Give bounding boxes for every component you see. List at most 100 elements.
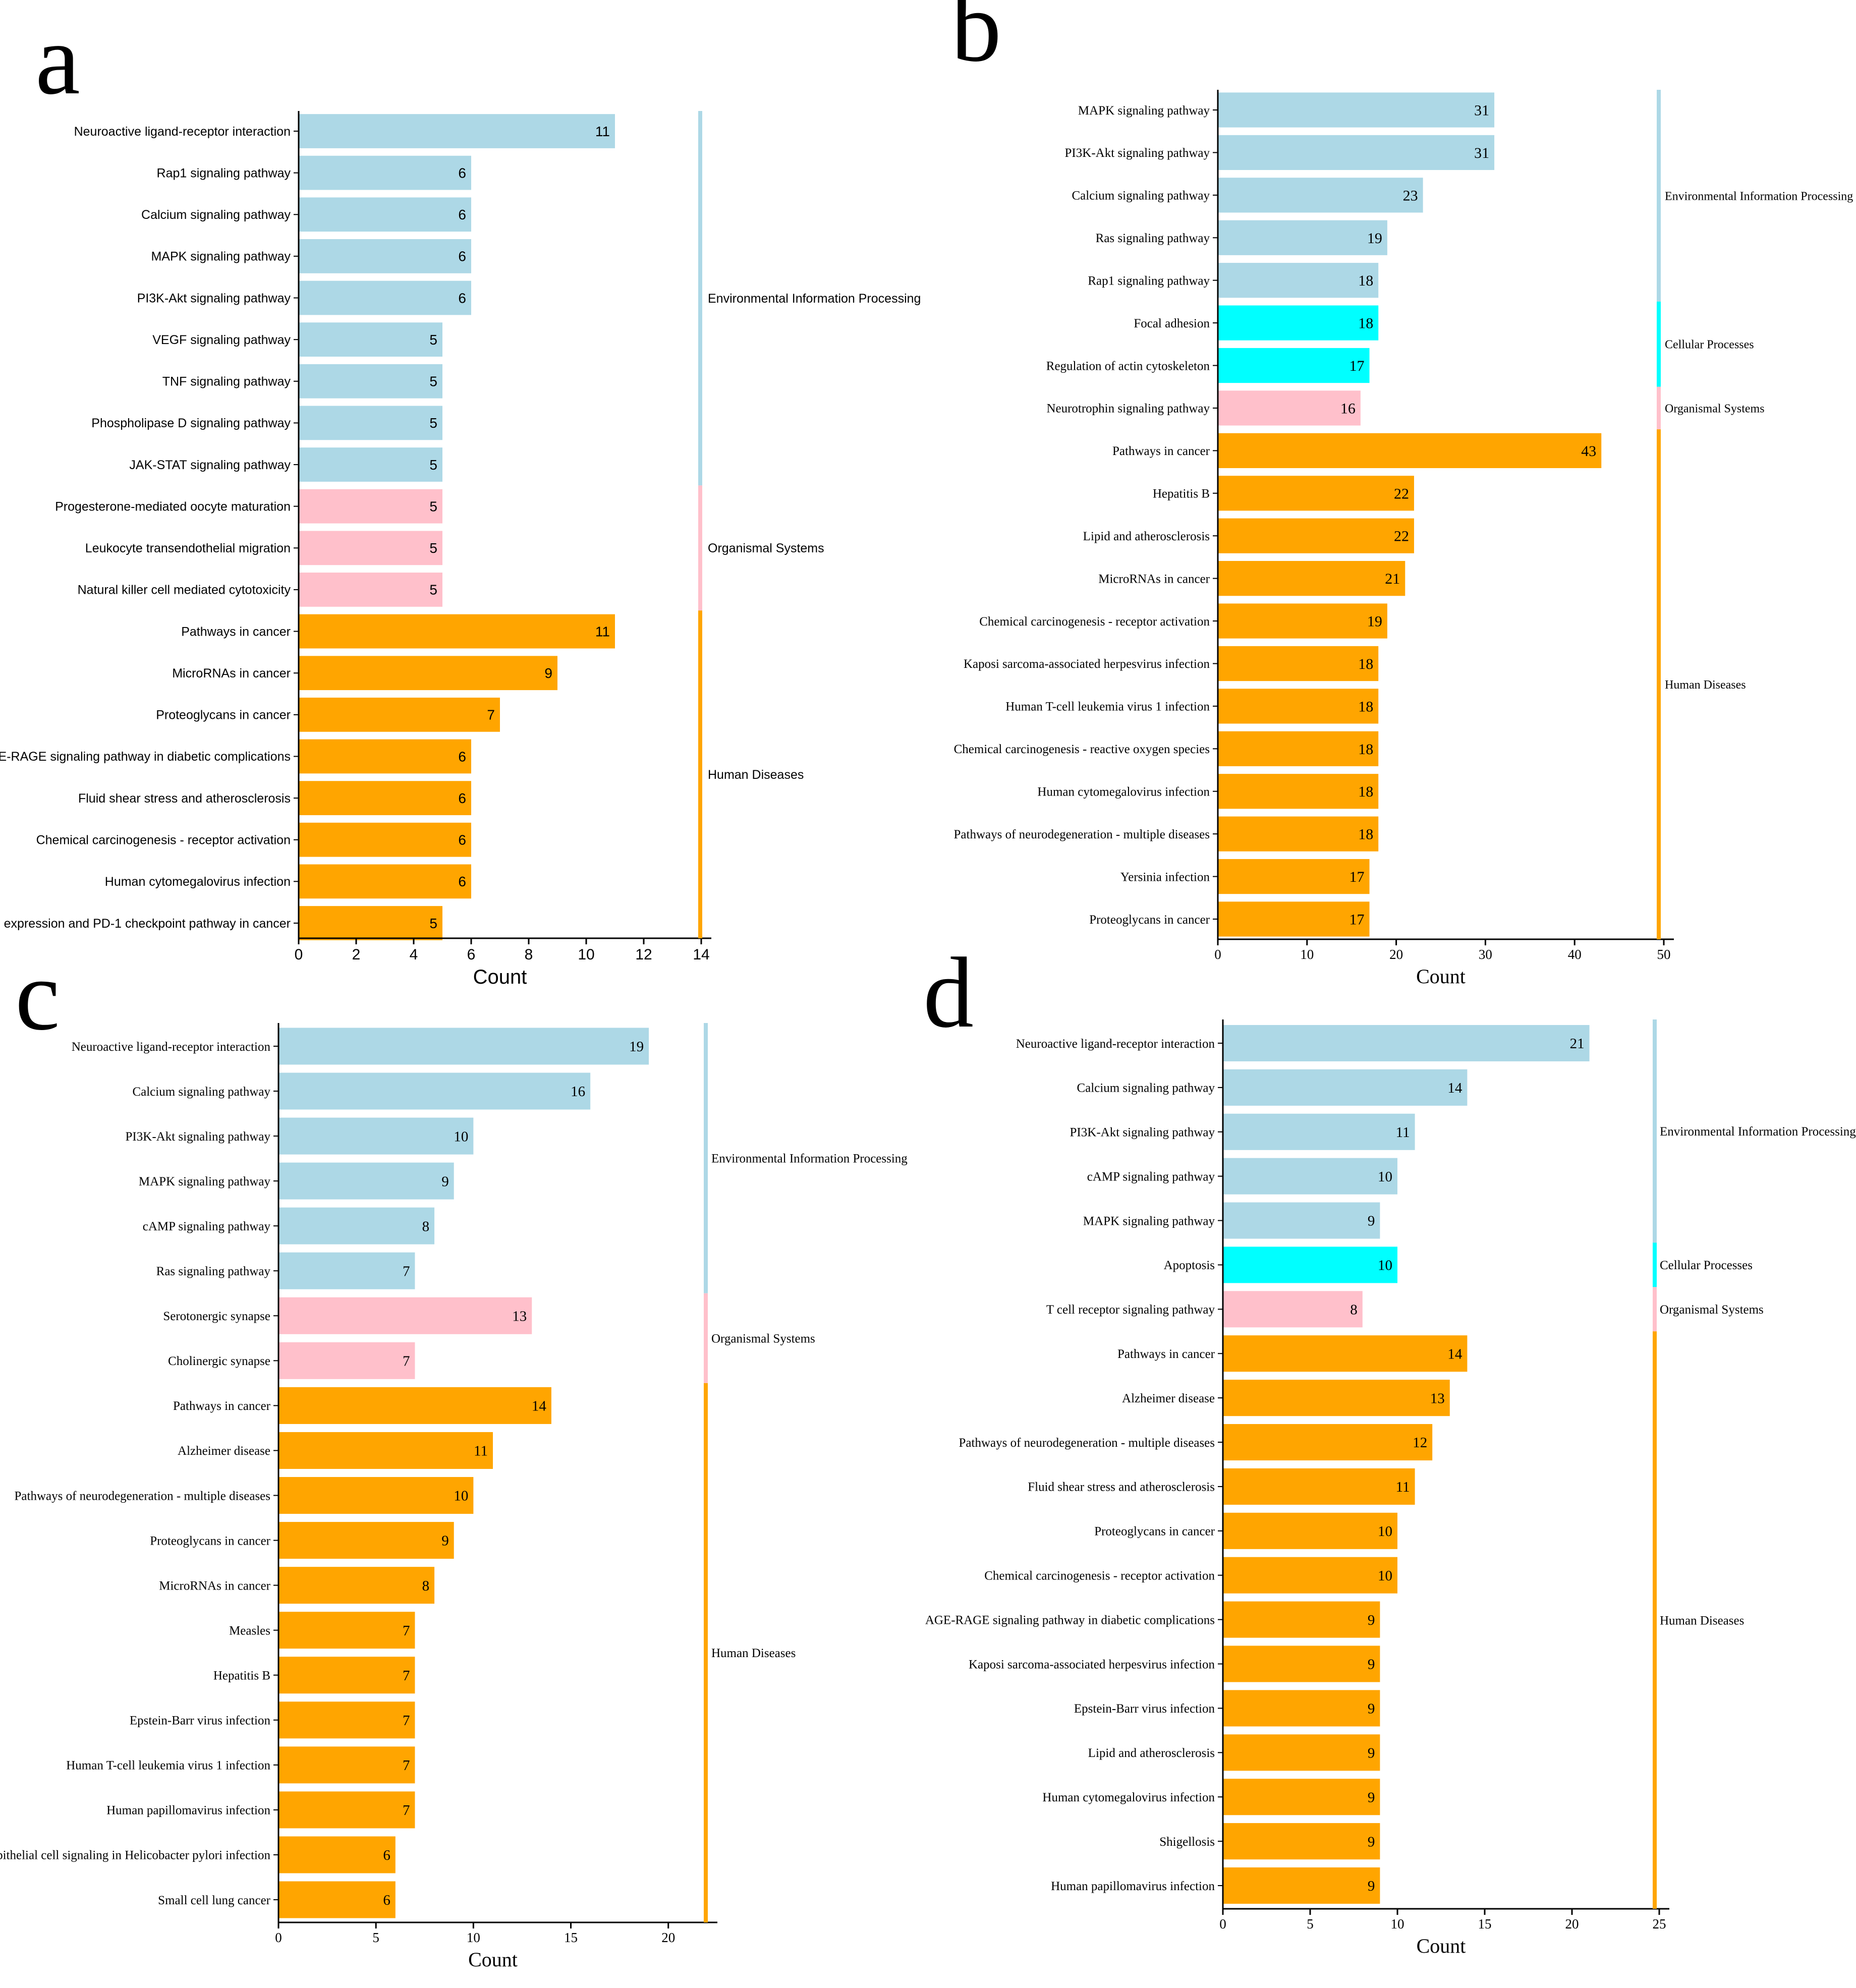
bar <box>299 781 471 815</box>
bar-value-label: 19 <box>1367 230 1382 247</box>
category-label: Fluid shear stress and atherosclerosis <box>1028 1481 1215 1494</box>
bar <box>278 1657 415 1694</box>
category-label: AGE-RAGE signaling pathway in diabetic c… <box>0 750 291 764</box>
category-label: Lipid and atherosclerosis <box>1083 530 1210 543</box>
category-label: Neurotrophin signaling pathway <box>1046 402 1210 416</box>
bar-value-label: 18 <box>1358 826 1373 843</box>
bar <box>1223 1823 1380 1860</box>
category-label: VEGF signaling pathway <box>152 333 291 347</box>
category-label: Apoptosis <box>1164 1259 1215 1272</box>
category-label: Human papillomavirus infection <box>106 1804 270 1817</box>
bar-value-label: 11 <box>1396 1124 1410 1141</box>
category-label: Human cytomegalovirus infection <box>1037 785 1210 799</box>
category-label: T cell receptor signaling pathway <box>1046 1303 1215 1317</box>
bar-value-label: 18 <box>1358 656 1373 672</box>
bar-value-label: 9 <box>1368 1612 1375 1628</box>
bar <box>299 155 471 190</box>
x-tick-label: 15 <box>564 1930 578 1945</box>
group-label: Human Diseases <box>711 1646 796 1660</box>
bar-value-label: 9 <box>1368 1834 1375 1850</box>
panel-d: d 21 Neuroactive ligand-receptor interacti… <box>923 937 1856 1957</box>
bar <box>1223 1557 1397 1594</box>
category-label: MAPK signaling pathway <box>151 250 291 264</box>
bar <box>1218 603 1387 639</box>
category-label: JAK-STAT signaling pathway <box>129 458 291 472</box>
bar-value-label: 7 <box>487 707 495 723</box>
bar <box>1223 1380 1450 1416</box>
category-label: Epstein-Barr virus infection <box>130 1714 271 1728</box>
bar-value-label: 10 <box>454 1128 468 1145</box>
group-strip <box>704 1383 708 1922</box>
x-tick-label: 12 <box>635 946 652 963</box>
category-label: MicroRNAs in cancer <box>159 1579 270 1593</box>
category-label: MAPK signaling pathway <box>139 1175 271 1188</box>
bar <box>299 864 471 899</box>
bar-value-label: 7 <box>403 1623 410 1639</box>
bar <box>1223 1779 1380 1815</box>
bar <box>1218 859 1370 894</box>
bar-value-label: 9 <box>1368 1878 1375 1894</box>
bar-value-label: 8 <box>1350 1302 1358 1318</box>
bar-value-label: 7 <box>403 1802 410 1819</box>
bar <box>1223 1601 1380 1638</box>
bar-value-label: 5 <box>429 498 437 514</box>
bar-value-label: 9 <box>1368 1789 1375 1805</box>
bar-value-label: 5 <box>429 374 437 389</box>
bar <box>299 531 442 565</box>
group-strip <box>1657 386 1661 430</box>
bar-value-label: 7 <box>403 1668 410 1684</box>
x-tick-label: 20 <box>661 1930 675 1945</box>
bar-value-label: 18 <box>1358 272 1373 289</box>
group-label: Organismal Systems <box>1660 1303 1764 1317</box>
bar-value-label: 13 <box>512 1308 527 1324</box>
category-label: Chemical carcinogenesis - reactive oxyge… <box>954 743 1210 756</box>
category-label: Pathways in cancer <box>181 624 291 639</box>
bar <box>1218 348 1370 383</box>
bar <box>278 1252 415 1289</box>
bar <box>299 739 471 774</box>
bar-value-label: 6 <box>458 790 466 806</box>
x-axis-title: Count <box>1416 965 1466 988</box>
bar-value-label: 22 <box>1394 528 1409 545</box>
category-label: Kaposi sarcoma-associated herpesvirus in… <box>969 1658 1215 1671</box>
category-label: Pathways in cancer <box>1117 1347 1215 1361</box>
bar-value-label: 18 <box>1358 741 1373 758</box>
x-tick-label: 30 <box>1479 947 1492 962</box>
category-label: Shigellosis <box>1159 1835 1215 1849</box>
bar-value-label: 10 <box>1378 1568 1392 1584</box>
bar-value-label: 7 <box>403 1713 410 1729</box>
bar-value-label: 7 <box>403 1353 410 1370</box>
category-label: Calcium signaling pathway <box>141 208 291 222</box>
group-label: Environmental Information Processing <box>1660 1125 1856 1139</box>
category-label: Leukocyte transendothelial migration <box>85 541 291 555</box>
bar-value-label: 21 <box>1570 1036 1585 1052</box>
bar <box>1218 646 1379 681</box>
bar <box>1218 774 1379 809</box>
bar <box>1218 561 1405 596</box>
panel-c: c 19 Neuroactive ligand-receptor interacti… <box>0 940 908 1971</box>
x-axis-title: Count <box>473 966 527 988</box>
category-label: Serotonergic synapse <box>163 1310 270 1323</box>
bar <box>1218 518 1414 553</box>
category-label: Pathways in cancer <box>173 1399 271 1413</box>
x-tick-label: 5 <box>372 1930 379 1945</box>
bar-value-label: 8 <box>422 1578 430 1594</box>
bar-value-label: 13 <box>1430 1390 1445 1406</box>
bar-value-label: 18 <box>1358 698 1373 715</box>
x-tick-label: 40 <box>1568 947 1582 962</box>
x-tick-label: 2 <box>352 946 361 963</box>
category-label: Regulation of actin cytoskeleton <box>1046 359 1210 373</box>
x-tick-label: 10 <box>578 946 594 963</box>
category-label: Proteoglycans in cancer <box>156 708 291 722</box>
bar-value-label: 23 <box>1403 187 1418 204</box>
category-label: cAMP signaling pathway <box>143 1220 271 1233</box>
bar <box>1218 390 1361 426</box>
bar <box>1223 1512 1397 1549</box>
bar <box>278 1791 415 1829</box>
bar <box>1223 1867 1380 1904</box>
x-tick-label: 0 <box>1214 947 1221 962</box>
bar <box>1218 220 1387 255</box>
bar-value-label: 11 <box>595 623 610 639</box>
category-label: Natural killer cell mediated cytotoxicit… <box>78 583 291 597</box>
bar-value-label: 6 <box>458 207 466 222</box>
